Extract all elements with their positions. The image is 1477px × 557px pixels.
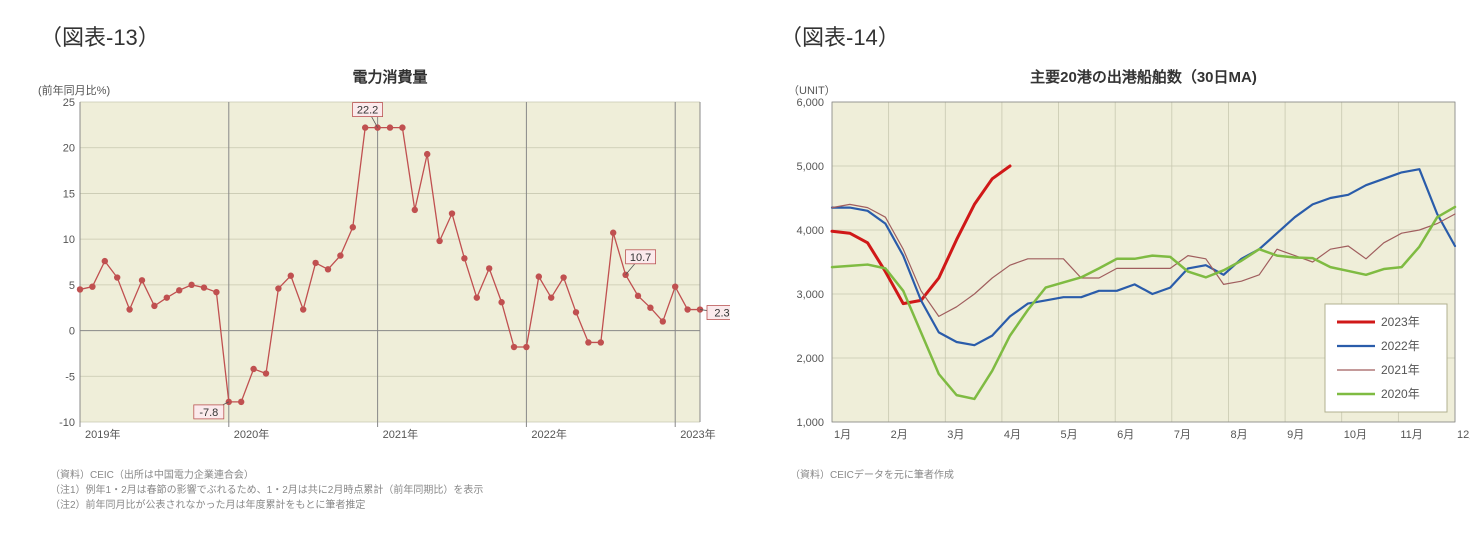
fig13-panel: （図表-13） -10 -5 0 5 10 15 20 25 2019年 2020年 2021年 20… — [30, 20, 730, 513]
svg-text:4,000: 4,000 — [796, 225, 824, 237]
svg-text:9月: 9月 — [1287, 429, 1304, 441]
svg-text:10月: 10月 — [1344, 429, 1367, 441]
svg-text:0: 0 — [69, 326, 75, 338]
svg-text:1月: 1月 — [834, 429, 851, 441]
svg-text:2020年: 2020年 — [234, 427, 269, 441]
svg-text:6月: 6月 — [1117, 429, 1134, 441]
fig14-chart: 1,000 2,000 3,000 4,000 5,000 6,000 1月 2月 3月 4月 5月… — [770, 62, 1470, 462]
svg-text:1,000: 1,000 — [796, 417, 824, 429]
footnote-line: （資料）CEICデータを元に筆者作成 — [790, 468, 1470, 483]
svg-text:4月: 4月 — [1004, 429, 1021, 441]
svg-text:10: 10 — [63, 234, 75, 246]
svg-text:2019年: 2019年 — [85, 427, 120, 441]
svg-text:3,000: 3,000 — [796, 289, 824, 301]
svg-text:8月: 8月 — [1230, 429, 1247, 441]
svg-text:5,000: 5,000 — [796, 161, 824, 173]
fig14-panel-title: （図表-14） — [770, 20, 1470, 52]
svg-text:6,000: 6,000 — [796, 97, 824, 109]
fig13-chart: -10 -5 0 5 10 15 20 25 2019年 2020年 2021年 2022年 2023年… — [30, 62, 730, 462]
svg-text:2,000: 2,000 — [796, 353, 824, 365]
svg-text:-10: -10 — [59, 417, 75, 429]
fig13-footnotes: （資料）CEIC（出所は中国電力企業連合会） （注1）例年1・2月は春節の影響で… — [30, 468, 730, 513]
svg-text:7月: 7月 — [1174, 429, 1191, 441]
svg-text:2月: 2月 — [891, 429, 908, 441]
svg-text:15: 15 — [63, 188, 75, 200]
svg-text:10.7: 10.7 — [630, 252, 651, 264]
svg-text:2022年: 2022年 — [1381, 339, 1420, 353]
svg-text:2.3: 2.3 — [714, 308, 729, 320]
fig14-svg: 1,000 2,000 3,000 4,000 5,000 6,000 1月 2月 3月 4月 5月… — [770, 62, 1470, 462]
fig13-svg: -10 -5 0 5 10 15 20 25 2019年 2020年 2021年 2022年 2023年… — [30, 62, 730, 462]
footnote-line: （資料）CEIC（出所は中国電力企業連合会） — [50, 468, 730, 483]
svg-text:12月: 12月 — [1457, 429, 1470, 441]
svg-text:3月: 3月 — [947, 429, 964, 441]
svg-text:20: 20 — [63, 143, 75, 155]
svg-text:2023年: 2023年 — [680, 427, 715, 441]
svg-text:2022年: 2022年 — [531, 427, 566, 441]
svg-text:2021年: 2021年 — [1381, 363, 1420, 377]
svg-text:(前年同月比%): (前年同月比%) — [38, 83, 110, 97]
fig13-panel-title: （図表-13） — [30, 20, 730, 52]
charts-container: （図表-13） -10 -5 0 5 10 15 20 25 2019年 2020年 2021年 20… — [0, 0, 1477, 533]
svg-text:（UNIT）: （UNIT） — [788, 84, 836, 97]
fig14-footnotes: （資料）CEICデータを元に筆者作成 — [770, 468, 1470, 483]
svg-text:2023年: 2023年 — [1381, 315, 1420, 329]
svg-text:11月: 11月 — [1400, 429, 1422, 441]
svg-text:2020年: 2020年 — [1381, 387, 1420, 401]
footnote-line: （注1）例年1・2月は春節の影響でぶれるため、1・2月は共に2月時点累計（前年同… — [50, 483, 730, 498]
svg-text:-5: -5 — [65, 371, 75, 383]
svg-text:5月: 5月 — [1061, 429, 1078, 441]
fig14-panel: （図表-14） 1,000 2,000 3,000 4,000 5,000 6,000 1月… — [770, 20, 1470, 513]
svg-text:5: 5 — [69, 280, 75, 292]
svg-text:-7.8: -7.8 — [199, 407, 218, 419]
svg-text:25: 25 — [63, 97, 75, 109]
svg-text:電力消費量: 電力消費量 — [352, 68, 427, 86]
svg-text:主要20港の出港船舶数（30日MA): 主要20港の出港船舶数（30日MA) — [1030, 68, 1257, 86]
svg-text:22.2: 22.2 — [357, 105, 378, 117]
svg-text:2021年: 2021年 — [383, 427, 418, 441]
footnote-line: （注2）前年同月比が公表されなかった月は年度累計をもとに筆者推定 — [50, 498, 730, 513]
